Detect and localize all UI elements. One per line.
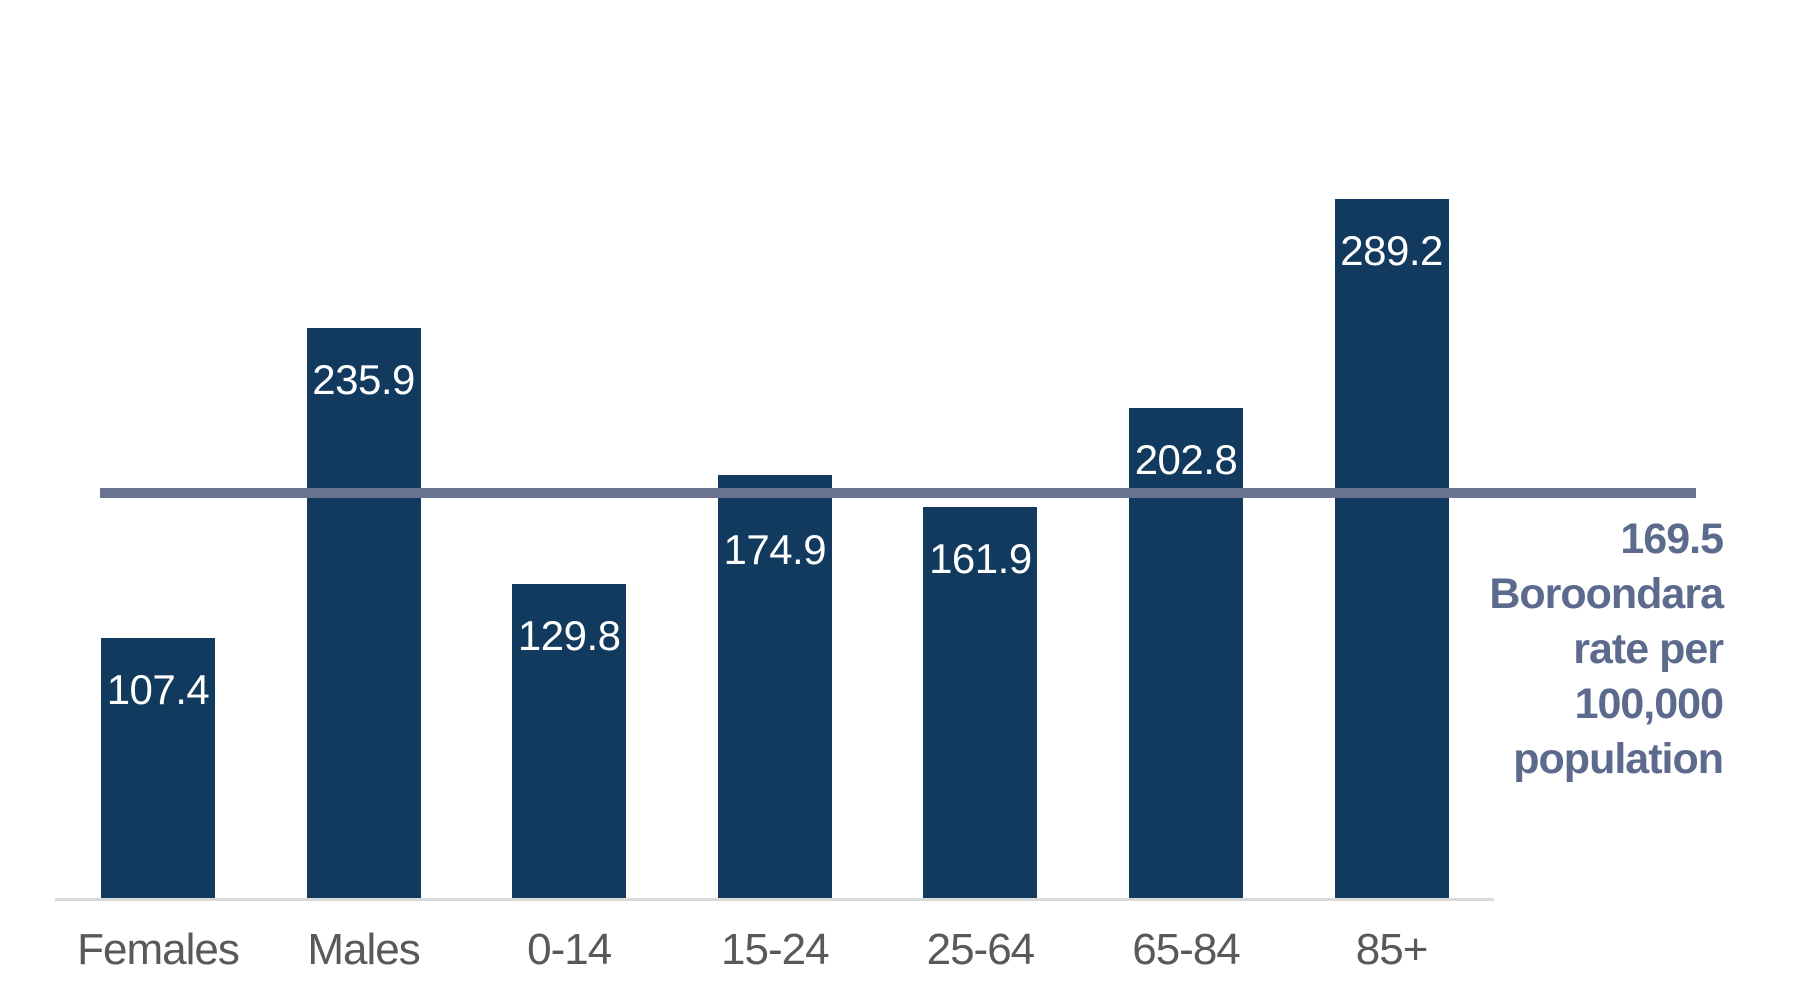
- bar-value-label: 174.9: [723, 526, 827, 574]
- reference-line: [100, 488, 1696, 499]
- bar-value-label: 202.8: [1134, 435, 1238, 483]
- x-axis-line: [55, 898, 1494, 901]
- bar-value-label: 161.9: [929, 534, 1032, 582]
- x-axis-label-65-84: 65-84: [1132, 925, 1241, 974]
- bar-25-64: [923, 506, 1038, 898]
- bar-males: [306, 327, 421, 898]
- x-axis-label-15-24: 15-24: [721, 925, 830, 974]
- reference-line-label: 169.5 Boroondara rate per 100,000 popula…: [1489, 515, 1724, 783]
- x-axis-label-males: Males: [307, 925, 420, 974]
- bar-85: [1334, 199, 1449, 898]
- bar-females: [101, 638, 215, 898]
- bar-0-14: [512, 584, 627, 898]
- x-axis-label-25-64: 25-64: [926, 925, 1036, 974]
- x-axis-label-85: 85+: [1355, 925, 1429, 974]
- x-axis-label-females: Females: [77, 925, 240, 974]
- bar-value-label: 107.4: [106, 666, 210, 714]
- x-axis-label-0-14: 0-14: [527, 925, 612, 974]
- bar-15-24: [717, 475, 832, 898]
- bar-value-label: 289.2: [1340, 227, 1443, 274]
- bar-value-label: 235.9: [312, 355, 415, 403]
- bar-value-label: 129.8: [517, 612, 621, 660]
